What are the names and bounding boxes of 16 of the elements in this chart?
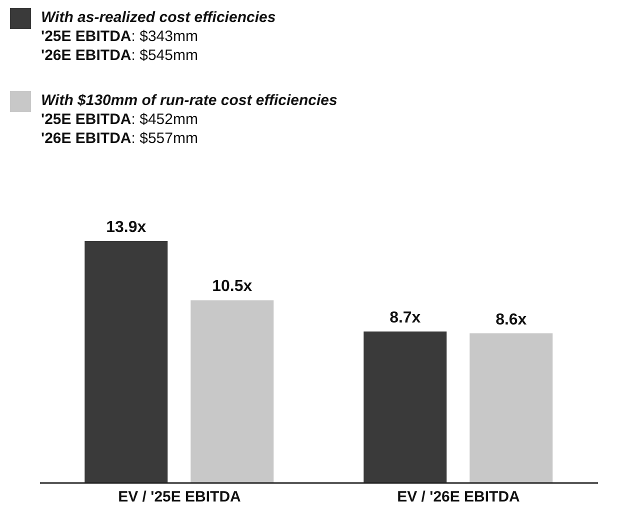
- bar: [190, 300, 274, 483]
- text: '26E EBITDA: $557mm: [41, 129, 199, 148]
- text: '25E EBITDA: $343mm: [41, 27, 199, 46]
- legend-label: With as-realized cost efficiencies: [41, 8, 276, 27]
- data-label: 10.5x: [212, 278, 252, 296]
- data-label: 8.6x: [496, 311, 527, 328]
- x-tick-label: EV / '25E EBITDA: [118, 488, 242, 506]
- legend-label: With $130mm of run-rate cost efficiencies: [41, 91, 338, 110]
- bar: [84, 241, 168, 483]
- x-tick-label: EV / '26E EBITDA: [397, 488, 520, 506]
- data-label: 13.9x: [106, 219, 146, 236]
- bar: [364, 332, 447, 483]
- text: '25E EBITDA: $452mm: [41, 110, 199, 129]
- text: '26E EBITDA: $545mm: [41, 46, 199, 65]
- data-label: 8.7x: [390, 310, 421, 327]
- bar: [470, 333, 553, 483]
